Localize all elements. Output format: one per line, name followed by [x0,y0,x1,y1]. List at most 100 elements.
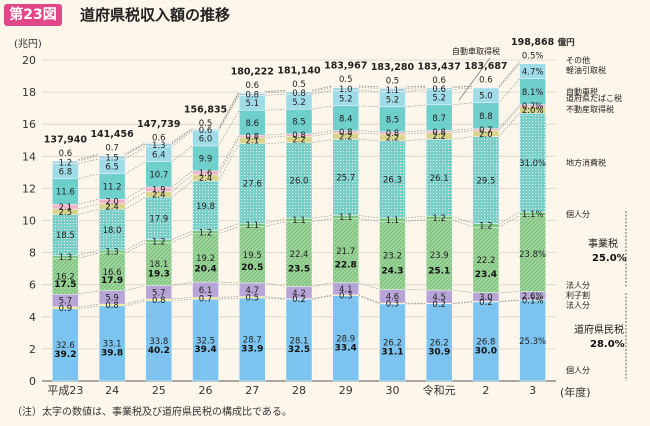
bar-segment [239,226,266,284]
segment-label: 1.1 [386,216,400,226]
bold-label-prefectural-tax: 39.2 [54,350,76,360]
bar-segment [332,139,359,216]
bold-label-enterprise-tax: 19.3 [148,269,170,279]
connector-line [311,90,333,95]
bar-segment [285,108,313,135]
segment-label: 8.4 [339,114,353,124]
connector-line [265,93,287,96]
connector-line [498,299,520,303]
segment-label: 0.5 [386,76,400,86]
y-axis-title: (兆円) [14,38,42,50]
connector-line [218,223,240,232]
connector-line [405,138,427,141]
legend-label: 地方消費税 [566,158,606,168]
connector-line [452,136,473,140]
bar-segment [98,153,126,156]
legend-group-enterprise-tax: 事業税 [588,237,618,250]
connector-line [171,174,193,192]
legend-group-prefectural-tax: 道府県民税 [574,323,624,336]
connector-line [218,297,240,300]
bar-segment [98,173,126,200]
bar-segment [332,218,359,283]
connector-line [405,130,427,133]
segment-label: 4.2 [292,289,306,299]
bar-segment [52,258,79,295]
total-label: 183,687 [464,61,507,72]
bold-label-enterprise-tax: 20.5 [241,263,263,273]
segment-label: 1.6 [199,169,213,179]
connector-line [311,130,333,135]
header: 第23図 道府県税収入額の推移 [0,0,650,32]
segment-label: 19.8 [196,202,215,212]
x-tick-label: 24 [105,384,119,397]
connector-line [78,173,100,179]
x-tick-label: 3 [529,384,536,397]
x-tick-label: 26 [199,384,213,397]
segment-label: 28.1 [290,336,309,346]
segment-label: 0.6 [432,76,446,86]
segment-label: 1.2 [152,237,166,247]
connector-line [78,155,100,162]
connector-line [171,129,193,144]
segment-label: 10.7 [149,171,168,181]
bar-segment [52,308,79,382]
segment-label: 1.5 [105,153,119,163]
legend-label: 道府県たばこ税 [566,93,622,103]
connector-line [358,90,380,92]
segment-label: 0.3 [386,300,400,310]
bold-label-prefectural-tax: 31.1 [381,347,403,357]
segment-label: 4.1 [339,285,353,295]
segment-label: 5.2 [432,93,446,103]
bar-segment [379,86,406,89]
segment-label: 29.5 [476,176,495,186]
bar-segment [52,159,79,162]
bar-segment [98,305,126,382]
segment-label: 1.2 [432,214,446,224]
segment-label: 19.5 [243,251,262,261]
legend-label: 自動車税 [566,87,598,97]
connector-line [124,143,146,156]
segment-label: 31.0% [519,159,546,169]
connector-line [218,296,240,298]
bar-segment [379,106,406,133]
segment-label: 28.9 [336,335,355,345]
bold-label-prefectural-tax: 39.4 [194,345,216,355]
x-tick-label: 令和元 [423,383,456,397]
segment-label: 26.3 [383,176,402,186]
connector-line [171,233,193,243]
segment-label: 2.4 [152,191,166,201]
connector-line [405,132,427,135]
segment-label: 4.7% [522,67,544,77]
connector-line [78,198,100,205]
connector-line [171,298,193,302]
segment-label: 0.8 [152,296,166,306]
legend: その他軽油引取税自動車税道府県たばこ税不動産取得税地方消費税個人分法人分利子割法… [452,46,627,381]
connector-line [311,139,333,143]
bar-segment [519,78,546,105]
total-label: 141,456 [90,129,134,140]
y-tick-label: 16 [22,118,36,131]
bar-segment [519,215,546,292]
connector-line [311,87,333,93]
page-title: 道府県税収入額の推移 [80,6,231,24]
segment-label: 0.8 [105,301,119,311]
connector-line [311,85,333,91]
connector-line [265,217,287,224]
segment-label: 2.0 [479,130,493,140]
y-tick-label: 14 [22,150,36,163]
legend-label: 個人分 [566,365,590,375]
segment-label: 0.8 [292,131,306,141]
connector-line [358,295,380,305]
segment-label: 0.6 [432,85,446,95]
connector-line [171,127,193,143]
bold-label-enterprise-tax: 23.4 [475,270,497,280]
segment-label: 2.6% [522,292,544,302]
connector-line [311,215,333,219]
segment-label: 5.2 [339,94,353,104]
segment-label: 26.2 [430,339,449,349]
data-labels: 137,94032.60.95.716.21.318.52.52.111.66.… [44,37,575,360]
segment-label: 1.1 [246,221,260,231]
bar-segment [285,90,313,92]
segment-label: 0.5 [199,119,213,129]
segment-label: 5.1 [246,99,260,109]
